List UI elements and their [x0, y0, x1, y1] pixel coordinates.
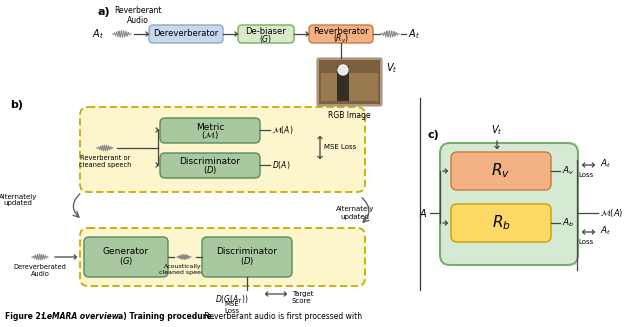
- Text: $V_t$: $V_t$: [386, 61, 397, 75]
- Text: $A_b$: $A_b$: [562, 217, 574, 229]
- Text: $\mathcal{M}(A)$: $\mathcal{M}(A)$: [272, 124, 293, 136]
- Text: $A_t$: $A_t$: [600, 158, 611, 170]
- FancyBboxPatch shape: [160, 153, 260, 178]
- FancyBboxPatch shape: [238, 25, 294, 43]
- Text: Reverberant audio is first processed with: Reverberant audio is first processed wit…: [202, 312, 362, 321]
- Bar: [321, 73, 378, 101]
- Text: Discriminator: Discriminator: [216, 248, 278, 256]
- Text: Reverberant or
cleaned speech: Reverberant or cleaned speech: [79, 155, 131, 168]
- Text: MSE Loss: MSE Loss: [324, 144, 356, 150]
- Text: Loss: Loss: [579, 239, 594, 245]
- Text: Figure 2:: Figure 2:: [5, 312, 47, 321]
- Text: $(G)$: $(G)$: [119, 255, 133, 267]
- Text: $A_v$: $A_v$: [562, 165, 575, 177]
- Text: c): c): [427, 130, 439, 140]
- Text: Alternately
updated: Alternately updated: [336, 206, 374, 219]
- Text: Loss: Loss: [579, 172, 594, 178]
- FancyBboxPatch shape: [317, 58, 382, 106]
- Text: De-biaser: De-biaser: [246, 26, 286, 36]
- Text: Reverberator: Reverberator: [313, 26, 369, 36]
- Text: $A_t$: $A_t$: [92, 27, 104, 41]
- FancyBboxPatch shape: [80, 228, 365, 286]
- FancyBboxPatch shape: [149, 25, 223, 43]
- FancyBboxPatch shape: [440, 143, 578, 265]
- Text: $(D)$: $(D)$: [240, 255, 254, 267]
- Text: Reverberant
Audio: Reverberant Audio: [115, 6, 162, 26]
- FancyBboxPatch shape: [80, 107, 365, 192]
- FancyBboxPatch shape: [309, 25, 373, 43]
- Text: Metric: Metric: [196, 123, 224, 131]
- Text: $A_t$: $A_t$: [600, 225, 611, 237]
- Text: Target
Score: Target Score: [292, 291, 314, 304]
- Text: $R_v$: $R_v$: [492, 162, 511, 181]
- Text: b): b): [10, 100, 23, 110]
- Text: MSE
Loss: MSE Loss: [225, 301, 239, 314]
- Text: $D(A)$: $D(A)$: [272, 159, 291, 171]
- Text: Alternately
updated: Alternately updated: [0, 194, 37, 206]
- Text: Dereverberated
Audio: Dereverberated Audio: [13, 264, 67, 277]
- Bar: [319, 60, 380, 104]
- Text: $R_b$: $R_b$: [492, 214, 511, 232]
- Text: $A$: $A$: [419, 207, 428, 219]
- Text: $(D)$: $(D)$: [203, 164, 217, 176]
- Text: RGB Image: RGB Image: [328, 111, 371, 120]
- Text: a): a): [98, 7, 111, 17]
- Text: $V_t$: $V_t$: [492, 123, 503, 137]
- Text: $(R_v)$: $(R_v)$: [333, 33, 349, 45]
- Text: Generator: Generator: [103, 248, 149, 256]
- Text: $D(G(A_T))$: $D(G(A_T))$: [215, 293, 249, 305]
- Text: Discriminator: Discriminator: [179, 158, 241, 166]
- Text: Acoustically-
cleaned speech: Acoustically- cleaned speech: [159, 264, 209, 275]
- FancyBboxPatch shape: [451, 152, 551, 190]
- Circle shape: [338, 65, 348, 75]
- Text: Dereverberator: Dereverberator: [154, 29, 219, 39]
- Text: a) Training procedure.: a) Training procedure.: [118, 312, 214, 321]
- Text: $A_t$: $A_t$: [408, 27, 420, 41]
- Text: LeMARA overview.: LeMARA overview.: [42, 312, 124, 321]
- Bar: [337, 66, 349, 101]
- FancyBboxPatch shape: [202, 237, 292, 277]
- Text: $\mathcal{M}(A)$: $\mathcal{M}(A)$: [600, 207, 623, 219]
- FancyBboxPatch shape: [451, 204, 551, 242]
- Text: $(\mathcal{M})$: $(\mathcal{M})$: [201, 129, 219, 141]
- FancyBboxPatch shape: [160, 118, 260, 143]
- FancyBboxPatch shape: [84, 237, 168, 277]
- Text: $(G)$: $(G)$: [259, 33, 273, 45]
